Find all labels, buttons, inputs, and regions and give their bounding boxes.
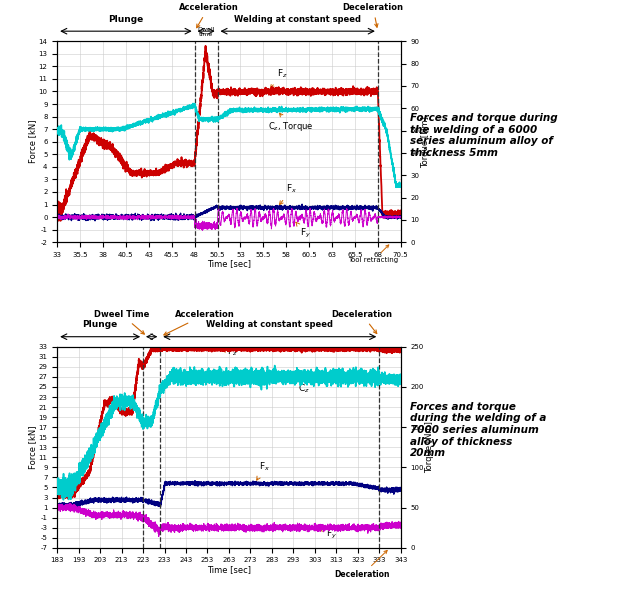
Text: Acceleration: Acceleration	[164, 310, 235, 335]
Text: Forces and torque during
the welding of a 6000
series aluminum alloy of
thicknes: Forces and torque during the welding of …	[410, 113, 558, 158]
Text: Plunge: Plunge	[83, 320, 118, 329]
Text: F$_x$: F$_x$	[279, 183, 297, 204]
Text: F$_x$: F$_x$	[257, 461, 270, 480]
X-axis label: Time [sec]: Time [sec]	[207, 259, 251, 269]
Text: C$_z$: C$_z$	[292, 378, 310, 395]
Text: Tool retracting: Tool retracting	[348, 245, 398, 263]
Text: Acceleration: Acceleration	[179, 4, 238, 28]
Y-axis label: Force [kN]: Force [kN]	[28, 425, 37, 469]
Text: F$_y$: F$_y$	[320, 528, 336, 541]
Text: Plunge: Plunge	[108, 15, 144, 24]
Y-axis label: Torque [Nm]: Torque [Nm]	[425, 421, 434, 473]
Text: Welding at constant speed: Welding at constant speed	[234, 15, 361, 24]
Text: C$_z$, Torque: C$_z$, Torque	[268, 113, 314, 133]
Text: F$_y$: F$_y$	[296, 222, 311, 240]
Text: Forces and torque
during the welding of a
7000 series aluminum
alloy of thicknes: Forces and torque during the welding of …	[410, 402, 546, 458]
Text: Dwell
time: Dwell time	[197, 27, 215, 38]
Text: F$_z$: F$_z$	[221, 345, 238, 358]
Text: Deceleration: Deceleration	[331, 310, 392, 333]
Y-axis label: Torque [Nm]: Torque [Nm]	[421, 116, 430, 168]
X-axis label: Time [sec]: Time [sec]	[207, 565, 251, 574]
Text: Dweel Time: Dweel Time	[94, 310, 149, 334]
Text: Welding at constant speed: Welding at constant speed	[206, 320, 333, 329]
Text: Deceleration: Deceleration	[335, 551, 390, 580]
Text: Deceleration: Deceleration	[343, 4, 404, 27]
Text: F$_z$: F$_z$	[270, 67, 287, 88]
Y-axis label: Force [kN]: Force [kN]	[28, 120, 37, 164]
